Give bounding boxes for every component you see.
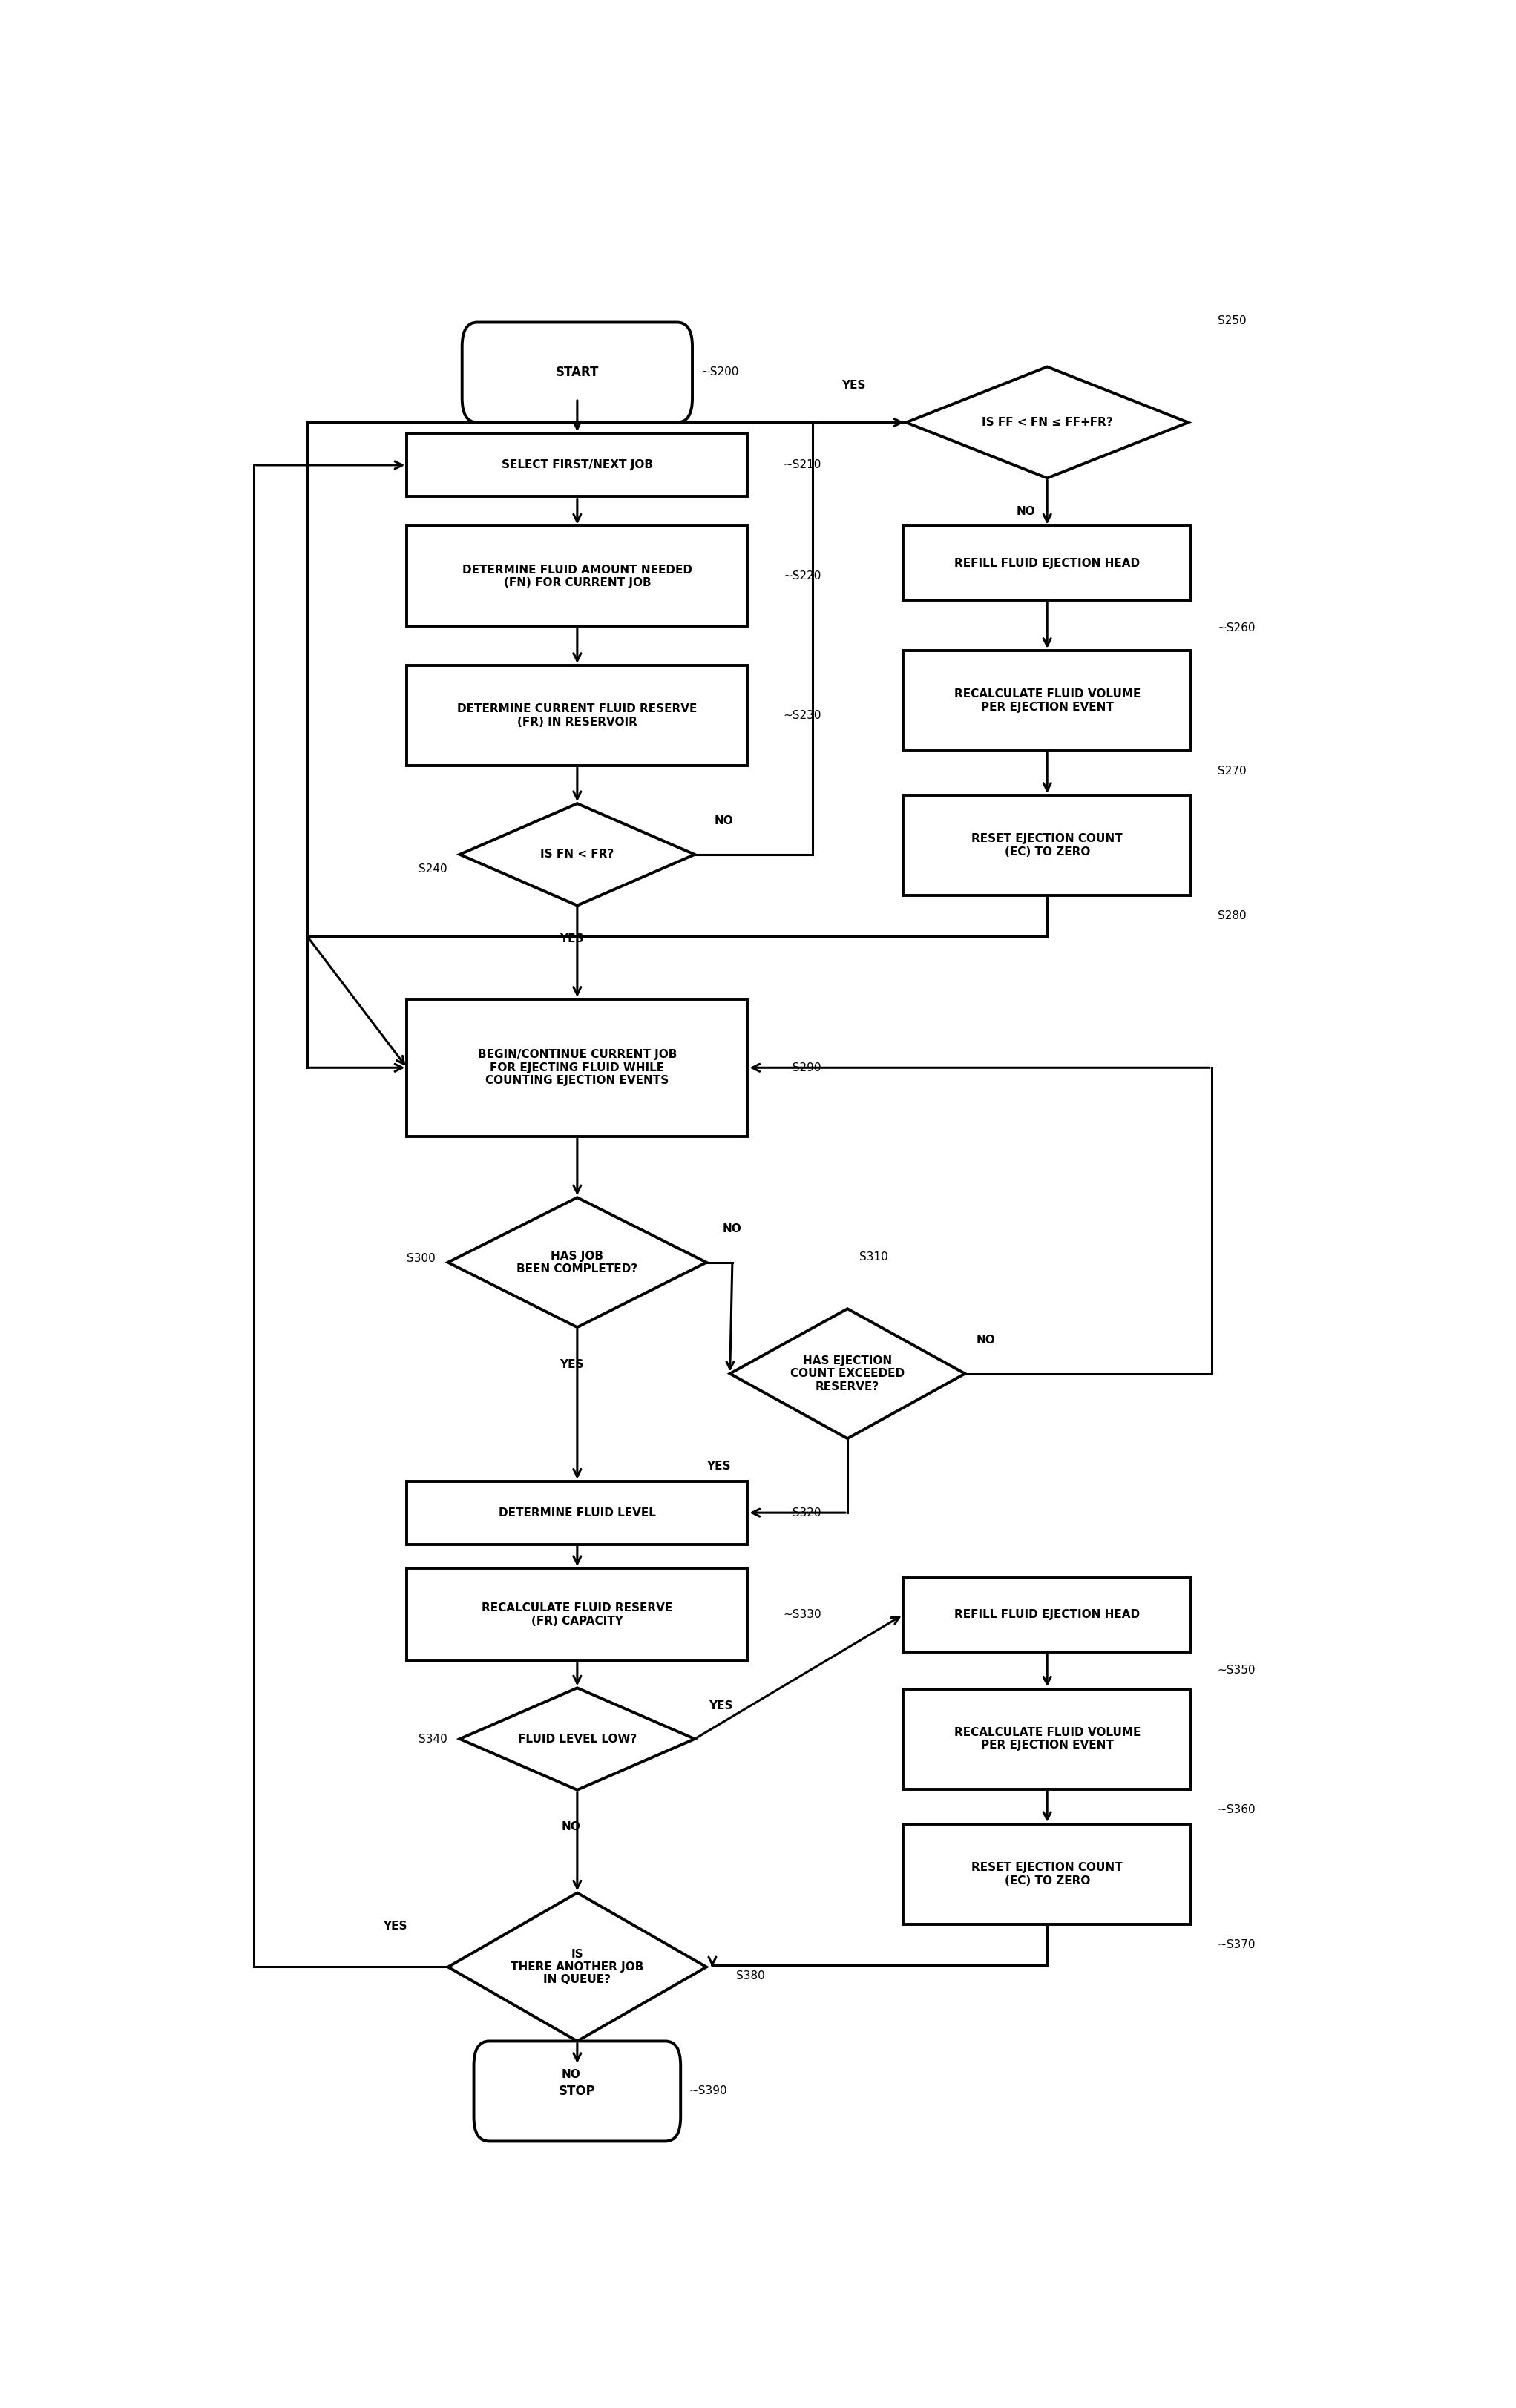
Text: S300: S300 [406,1252,435,1264]
Text: BEGIN/CONTINUE CURRENT JOB
FOR EJECTING FLUID WHILE
COUNTING EJECTION EVENTS: BEGIN/CONTINUE CURRENT JOB FOR EJECTING … [478,1050,676,1086]
Text: S310: S310 [860,1252,888,1262]
Text: ~S200: ~S200 [700,366,738,378]
Polygon shape [459,1688,694,1789]
Text: ~S220: ~S220 [782,571,822,583]
Text: YES: YES [384,1922,408,1931]
Text: S280: S280 [1217,910,1246,922]
Text: DETERMINE FLUID LEVEL: DETERMINE FLUID LEVEL [499,1507,656,1519]
Text: YES: YES [559,1358,584,1370]
Text: NO: NO [723,1223,741,1235]
Text: S340: S340 [418,1734,447,1743]
Text: YES: YES [706,1462,731,1471]
Text: DETERMINE FLUID AMOUNT NEEDED
(FN) FOR CURRENT JOB: DETERMINE FLUID AMOUNT NEEDED (FN) FOR C… [462,563,693,588]
Text: YES: YES [841,380,866,390]
Text: FLUID LEVEL LOW?: FLUID LEVEL LOW? [518,1734,637,1743]
Text: ~S210: ~S210 [782,460,822,470]
Text: DETERMINE CURRENT FLUID RESERVE
(FR) IN RESERVOIR: DETERMINE CURRENT FLUID RESERVE (FR) IN … [458,703,697,727]
Text: ~S230: ~S230 [782,710,822,720]
Polygon shape [907,366,1189,479]
Bar [904,527,1192,600]
Text: RESET EJECTION COUNT
(EC) TO ZERO: RESET EJECTION COUNT (EC) TO ZERO [972,833,1123,857]
Text: IS
THERE ANOTHER JOB
IN QUEUE?: IS THERE ANOTHER JOB IN QUEUE? [511,1948,644,1987]
Text: REFILL FLUID EJECTION HEAD: REFILL FLUID EJECTION HEAD [955,1609,1140,1621]
Text: ~S350: ~S350 [1217,1664,1255,1676]
Text: NO: NO [976,1334,996,1346]
Bar [904,1825,1192,1924]
Text: S240: S240 [418,864,447,874]
Text: ~S370: ~S370 [1217,1938,1255,1950]
Text: RESET EJECTION COUNT
(EC) TO ZERO: RESET EJECTION COUNT (EC) TO ZERO [972,1861,1123,1885]
Text: HAS JOB
BEEN COMPLETED?: HAS JOB BEEN COMPLETED? [517,1250,638,1274]
Text: NO: NO [562,1820,581,1832]
Bar [406,999,747,1137]
Text: S250: S250 [1217,315,1246,325]
Text: YES: YES [708,1700,732,1712]
Text: STOP: STOP [559,2085,596,2097]
Text: NO: NO [562,2068,581,2081]
Text: REFILL FLUID EJECTION HEAD: REFILL FLUID EJECTION HEAD [955,559,1140,568]
Bar [406,1568,747,1662]
Text: ~S320: ~S320 [782,1507,822,1519]
Text: NO: NO [714,816,734,826]
Text: RECALCULATE FLUID VOLUME
PER EJECTION EVENT: RECALCULATE FLUID VOLUME PER EJECTION EV… [954,689,1140,713]
Text: YES: YES [559,934,584,944]
Polygon shape [731,1310,966,1438]
Text: ~S330: ~S330 [782,1609,822,1621]
Text: IS FF < FN ≤ FF+FR?: IS FF < FN ≤ FF+FR? [981,417,1113,429]
Text: HAS EJECTION
COUNT EXCEEDED
RESERVE?: HAS EJECTION COUNT EXCEEDED RESERVE? [790,1356,905,1392]
Text: NO: NO [1016,506,1035,518]
Bar [406,665,747,766]
Text: ~S290: ~S290 [782,1062,822,1074]
Text: S380: S380 [735,1970,764,1982]
Bar [406,1481,747,1544]
FancyBboxPatch shape [475,2042,681,2141]
Bar [904,795,1192,896]
Text: ~S260: ~S260 [1217,624,1255,633]
FancyBboxPatch shape [462,323,693,421]
Bar [904,1577,1192,1652]
Text: RECALCULATE FLUID VOLUME
PER EJECTION EVENT: RECALCULATE FLUID VOLUME PER EJECTION EV… [954,1727,1140,1751]
Text: IS FN < FR?: IS FN < FR? [540,850,614,860]
Bar [904,1688,1192,1789]
Text: ~S390: ~S390 [688,2085,728,2097]
Text: S270: S270 [1217,766,1246,778]
Text: START: START [555,366,599,378]
Polygon shape [449,1893,706,2042]
Text: RECALCULATE FLUID RESERVE
(FR) CAPACITY: RECALCULATE FLUID RESERVE (FR) CAPACITY [482,1604,673,1628]
Polygon shape [449,1197,706,1327]
Bar [904,650,1192,751]
Bar [406,433,747,496]
Bar [406,527,747,626]
Polygon shape [459,804,694,905]
Text: ~S360: ~S360 [1217,1804,1255,1816]
Text: SELECT FIRST/NEXT JOB: SELECT FIRST/NEXT JOB [502,460,653,470]
